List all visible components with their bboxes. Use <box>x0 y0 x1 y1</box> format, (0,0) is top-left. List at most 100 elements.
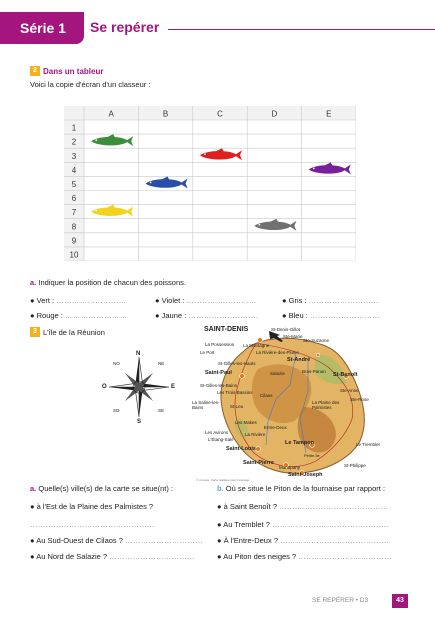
question-a: a. Indiquer la position de chacun des po… <box>30 278 186 287</box>
column-header-E: E <box>326 110 331 119</box>
map-saint-pierre: Saint-Pierre <box>243 460 274 466</box>
map-saint-joseph: Saint-Joseph <box>288 472 323 478</box>
map-ste-rose: Ste-Rose <box>350 397 369 402</box>
column-header-D: D <box>272 110 278 119</box>
compass-ne: NE <box>158 361 165 366</box>
row-header-7: 7 <box>72 208 77 217</box>
fish-rouge-icon <box>200 148 242 161</box>
map-les-avirons: Les Avirons <box>205 430 229 435</box>
map-st-gilles-bains: St-Gilles-les-Bains <box>200 383 238 388</box>
map-le-tampon: Le Tampon <box>285 440 314 446</box>
map-petite-ile: Petite-Île <box>304 453 320 458</box>
map-st-gilles-hauts: St-Gilles-les-Hauts <box>218 361 256 366</box>
row-header-2: 2 <box>72 138 77 147</box>
row-header-10: 10 <box>70 251 79 260</box>
fish-gris-icon <box>254 218 297 231</box>
answer-gris[interactable]: ● Gris : ……………………… <box>282 296 379 305</box>
column-header-bar <box>64 106 356 120</box>
row-header-8: 8 <box>72 222 77 231</box>
map-etang-sale: L'Étang-Salé <box>208 437 234 442</box>
compass-n: N <box>136 351 141 357</box>
column-header-B: B <box>163 110 168 119</box>
question-2a: a. Quelle(s) ville(s) de la carte se sit… <box>30 484 173 493</box>
column-header-C: C <box>217 110 223 119</box>
map-le-tremblet: Le Tremblet <box>356 442 380 447</box>
fish-jaune-icon <box>91 204 134 217</box>
map-entre-deux: Entre-Deux <box>264 425 287 430</box>
row-header-bar <box>64 106 84 261</box>
map-st-philippe: St-Philippe <box>344 463 366 468</box>
reunion-map <box>196 323 396 483</box>
row-header-3: 3 <box>72 152 77 161</box>
answer-right-2[interactable]: ● À l'Entre-Deux ? …………………………………… <box>217 536 390 545</box>
series-label: Série 1 <box>20 20 66 36</box>
page-title: Se repérer <box>90 19 160 35</box>
map-saint-louis: Saint-Louis <box>226 446 256 452</box>
map-plaine-palmistes: La Plaine des Palmistes <box>312 400 340 410</box>
map-st-leu: St-Leu <box>230 404 244 409</box>
map-saint-paul: Saint-Paul <box>205 370 232 376</box>
fish-vert-icon <box>91 134 134 147</box>
row-header-1: 1 <box>72 124 77 133</box>
section-title-spreadsheet: Dans un tableur <box>43 67 104 76</box>
fish-violet-icon <box>308 162 351 175</box>
airport-plane-icon <box>269 331 283 342</box>
answer-right-0[interactable]: ● à Saint Benoît ? …………………………………… <box>217 502 389 511</box>
compass-so: SO <box>113 408 120 413</box>
compass-o: O <box>102 384 107 390</box>
map-riviere-des-pluies: La Rivière-des-Pluies <box>256 350 299 355</box>
map-credit: © d-maps, Carte réalisée pour l'ouvrage <box>196 478 250 482</box>
map-st-denis-gillot: St-Denis-Gillot <box>271 327 301 332</box>
compass-e: E <box>171 384 176 390</box>
map-salazie: Salazie <box>270 371 285 376</box>
exercise-badge-2: 2 <box>30 66 40 76</box>
footer-chapter: SE REPÉRER • D3 <box>312 597 369 604</box>
map-la-saline: La Saline-les-Bains <box>192 400 220 410</box>
map-la-montagne: La Montagne <box>243 343 270 348</box>
row-header-4: 4 <box>72 166 77 175</box>
compass-se: SE <box>158 408 165 413</box>
row-header-6: 6 <box>72 194 77 203</box>
section-intro: Voici la copie d'écran d'un classeur : <box>30 80 151 89</box>
header-tab <box>0 12 84 44</box>
map-la-riviere: La Rivière <box>245 432 266 437</box>
question-2b: b. Où se situe le Piton de la fournaise … <box>217 484 386 493</box>
answer-left-3[interactable]: ● Au Nord de Salazie ? …………………………… <box>30 552 195 561</box>
answer-rouge[interactable]: ● Rouge : …………………… <box>30 311 128 320</box>
answer-left-2[interactable]: ● Au Sud-Ouest de Cilaos ? ………………………… <box>30 536 204 545</box>
question-letter-a: a. <box>30 278 37 287</box>
answer-left-0[interactable]: ● à l'Est de la Plaine des Palmistes ? <box>30 502 154 511</box>
map-le-port: Le Port <box>200 350 215 355</box>
map-st-andre: St-André <box>287 357 311 363</box>
map-saint-denis: SAINT-DENIS <box>204 326 249 333</box>
answer-violet[interactable]: ● Violet : ……………………… <box>155 296 257 305</box>
answer-vert[interactable]: ● Vert : ……………………… <box>30 296 127 305</box>
exercise-badge-3: 3 <box>30 327 40 337</box>
fish-bleu-icon <box>145 176 188 189</box>
question-text: Indiquer la position de chacun des poiss… <box>38 278 186 287</box>
map-ste-anne: Ste-Anne <box>340 388 359 393</box>
map-st-benoit: St-Benoît <box>333 372 358 378</box>
answer-right-3[interactable]: ● Au Piton des neiges ? ……………………………… <box>217 552 392 561</box>
spreadsheet-grid: A B C D E 1 2 3 4 5 6 7 8 9 10 <box>64 106 356 261</box>
answer-bleu[interactable]: ● Bleu : ……………………… <box>282 311 381 320</box>
column-header-A: A <box>109 110 115 119</box>
answer-left-1[interactable]: ………………………………………… <box>30 520 155 529</box>
compass-s: S <box>137 419 142 425</box>
answer-jaune[interactable]: ● Jaune : ……………………… <box>155 311 259 320</box>
row-header-9: 9 <box>72 236 77 245</box>
answer-right-1[interactable]: ● Au Tremblet ? ……………………………………… <box>217 520 389 529</box>
map-trois-bassins: Les Trois-Bassins <box>217 390 253 395</box>
page-number: 43 <box>392 594 408 608</box>
map-ste-suzanne: Ste-Suzanne <box>303 338 330 343</box>
header-rule <box>168 29 435 30</box>
compass-no: NO <box>113 361 120 366</box>
map-ste-marie: Ste-Marie <box>283 334 303 339</box>
map-cilaos: Cilaos <box>260 393 273 398</box>
map-les-makes: Les Makes <box>235 420 257 425</box>
map-manapany: Manapany <box>279 465 301 470</box>
section-title-reunion: L'île de la Réunion <box>43 328 105 337</box>
compass-rose-icon <box>108 356 170 418</box>
map-bras-panon: Bras-Panon <box>302 369 326 374</box>
map-la-possession: La Possession <box>205 342 235 347</box>
